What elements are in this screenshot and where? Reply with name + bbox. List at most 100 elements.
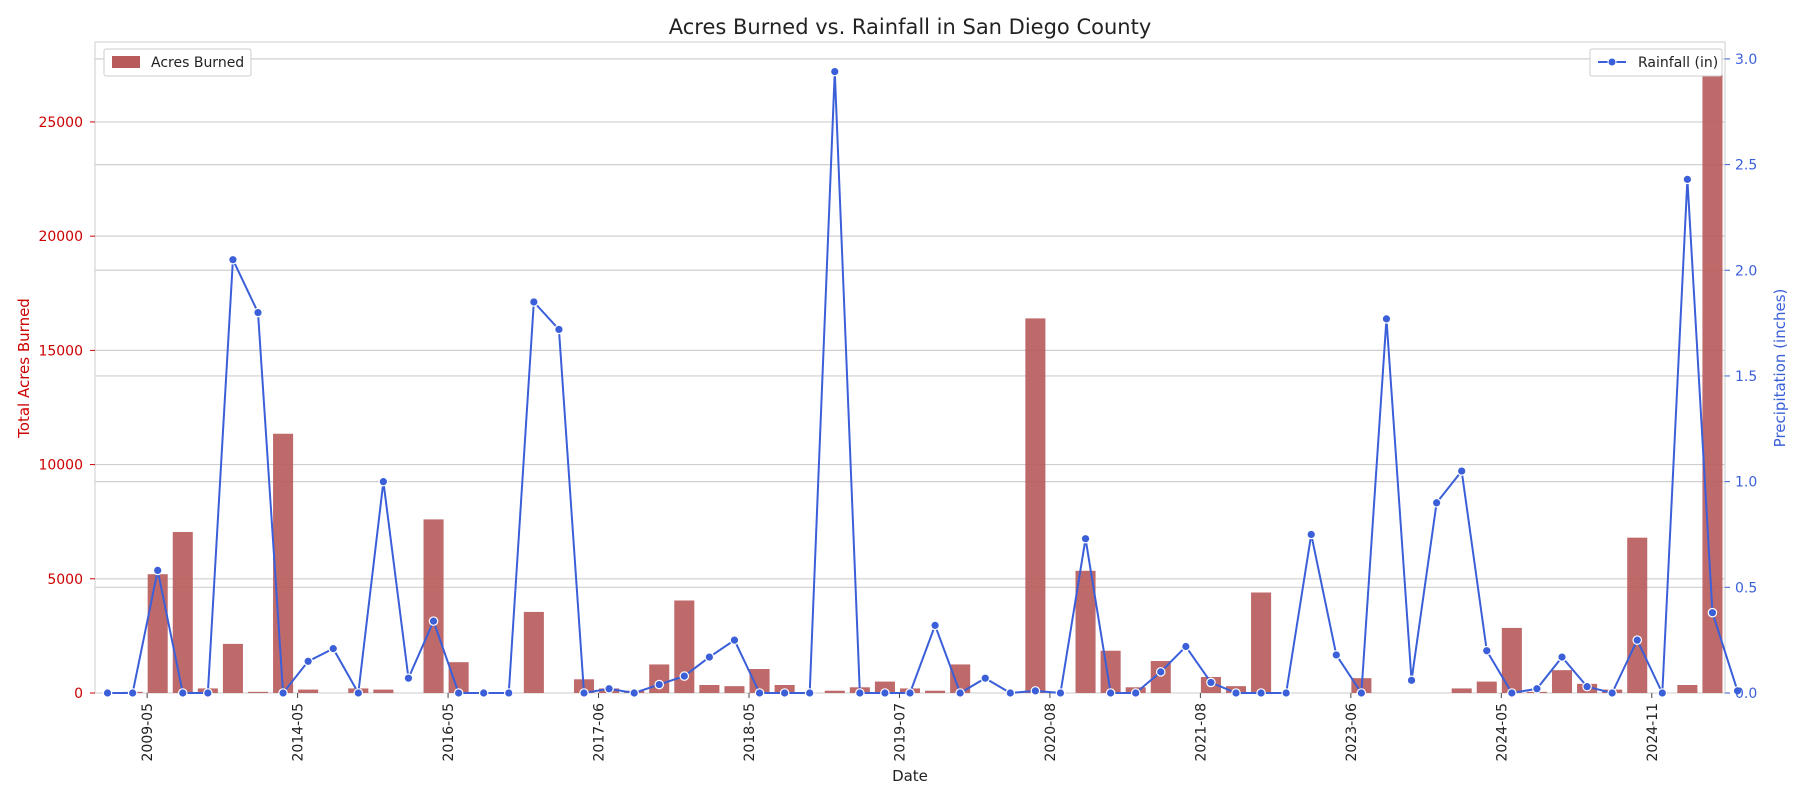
bar [222,643,243,693]
legend-bar-swatch [112,56,140,68]
rainfall-point [579,688,589,698]
left-tick-label: 15000 [38,343,83,359]
rainfall-point [1456,466,1467,476]
bar-series-acres-burned [122,73,1723,694]
x-axis-label: Date [892,767,928,785]
bar [147,574,168,693]
grid [94,41,1726,694]
rainfall-point [754,688,765,698]
x-tick-label: 2018-05 [742,703,758,762]
legend-line-marker [1607,57,1617,67]
x-tick-label: 2023-06 [1344,703,1360,762]
bar [1025,318,1046,693]
rainfall-point [629,688,639,698]
rainfall-point [930,620,940,631]
right-tick-label: 3.0 [1735,52,1757,68]
left-tick-label: 0 [74,686,83,702]
legend-rainfall: Rainfall (in) [1589,48,1723,77]
rainfall-point [1231,688,1241,698]
rainfall-point [980,673,991,684]
bar [247,691,269,693]
rainfall-point [1732,686,1743,696]
rainfall-point [1130,688,1141,698]
bar [824,690,845,693]
rainfall-point [403,673,414,684]
legend-acres-burned-label: Acres Burned [151,55,244,71]
bar [172,531,193,693]
rainfall-point [729,635,740,645]
legend-rainfall-label: Rainfall (in) [1638,55,1718,71]
rainfall-point [303,656,313,667]
rainfall-point [1055,688,1066,698]
bar [699,685,720,693]
x-tick-label: 2024-11 [1645,703,1661,762]
right-y-axis-label: Precipitation (inches) [1771,289,1789,448]
bar [1150,661,1171,693]
rainfall-point [905,688,915,698]
right-tick-label: 1.0 [1735,475,1757,491]
left-tick-label: 20000 [38,229,83,245]
bar [1451,688,1472,693]
rainfall-point [1080,533,1091,544]
bar [373,689,394,693]
rainfall-point [1105,688,1116,698]
rainfall-point [127,688,138,698]
rainfall-point [1657,688,1668,698]
rainfall-point [1030,686,1041,696]
rainfall-point [554,324,564,335]
bar [1677,685,1698,693]
rainfall-point [328,643,339,654]
bar [925,690,946,693]
rainfall-point [829,66,840,77]
rainfall-point [529,297,539,307]
rainfall-point [804,688,815,698]
chart-title: Acres Burned vs. Rainfall in San Diego C… [669,15,1152,39]
right-tick-label: 2.0 [1735,263,1757,279]
rainfall-point [704,652,715,662]
rainfall-point [503,688,514,698]
axes: 0 5000 10000 15000 20000 25000 0.0 0.5 1.0 1.5 2.0… [38,52,1757,762]
bar [423,519,444,693]
legend-acres-burned: Acres Burned [103,48,252,77]
rainfall-point [1381,314,1392,324]
rainfall-point [278,688,288,698]
rainfall-point [779,688,790,698]
rainfall-point [1507,688,1517,698]
bar [749,669,770,693]
rainfall-point [1256,688,1266,698]
right-tick-label: 1.5 [1735,369,1757,385]
rainfall-point [1281,688,1291,698]
rainfall-point [1607,688,1617,698]
rainfall-point [955,688,965,698]
x-tick-label: 2009-05 [140,703,156,762]
rainfall-point [152,565,163,576]
rainfall-point [1431,497,1442,508]
rainfall-point [1306,529,1317,540]
bar [1251,592,1272,693]
rainfall-point [453,688,464,698]
plot-area [94,41,1726,694]
bar [1476,681,1497,693]
right-tick-label: 0.5 [1735,580,1757,596]
rainfall-point [1206,677,1216,688]
bar [1501,627,1522,693]
right-tick-label: 2.5 [1735,158,1757,174]
x-tick-label: 2020-08 [1043,703,1059,762]
rainfall-point [428,616,439,626]
rainfall-point [855,688,865,698]
right-tick-label: 0.0 [1735,686,1757,702]
rainfall-point [654,679,665,690]
left-tick-label: 5000 [47,572,83,588]
bar [674,600,695,693]
rainfall-point [1557,652,1567,662]
bar [448,662,469,693]
rainfall-point [1707,607,1718,618]
bar [1100,650,1121,693]
rainfall-point [253,307,263,318]
rainfall-point [1155,667,1166,677]
rainfall-point [378,476,389,487]
rainfall-point [880,688,890,698]
bar [273,433,294,693]
bar [523,611,544,693]
